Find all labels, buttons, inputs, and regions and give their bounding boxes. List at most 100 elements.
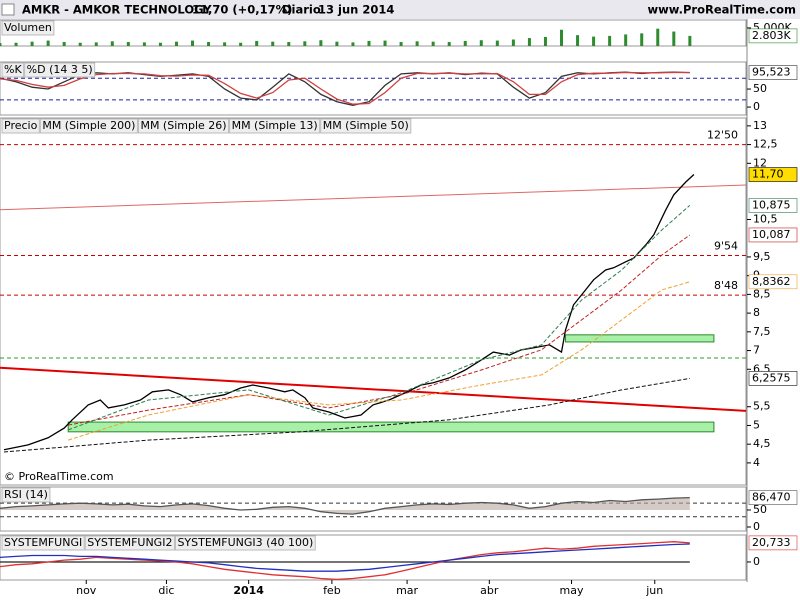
volume-bar — [126, 42, 130, 46]
volume-bar — [479, 40, 483, 46]
last-value-box — [748, 227, 798, 243]
zone — [565, 334, 715, 343]
y-tick-label: 5 — [753, 418, 760, 431]
panel-label: SYSTEMFUNGI — [4, 536, 82, 549]
volume-bar — [592, 36, 596, 46]
last-value-box — [748, 198, 798, 213]
panel-label: Precio — [4, 119, 38, 132]
plot-area — [0, 496, 746, 518]
last-value-box — [748, 274, 798, 290]
period: Diario — [282, 3, 321, 17]
last-value-label: 10,087 — [752, 228, 791, 241]
panel-label-bg — [1, 62, 25, 78]
last-value-label: 10,875 — [752, 198, 791, 211]
header: AMKR - AMKOR TECHNOLOGY 11,70 (+0,17%) D… — [22, 3, 796, 17]
panel-frame — [0, 61, 747, 116]
volume-bar — [640, 33, 644, 46]
panel-label: RSI (14) — [4, 488, 48, 501]
volume-bar — [495, 40, 499, 46]
last-value-label: 6,2575 — [752, 371, 791, 384]
series-line — [3, 174, 695, 451]
y-tick-label: 7,5 — [753, 325, 771, 338]
volume-bar — [367, 40, 371, 46]
volume-bar — [255, 40, 259, 46]
panel-label: MM (Simple 200) — [42, 119, 135, 132]
y-tick-label: 0 — [753, 555, 760, 568]
level-label: 9'54 — [714, 239, 738, 252]
panel-label-bg — [229, 118, 321, 134]
volume-bar — [191, 40, 195, 46]
y-tick-label: 12 — [753, 156, 767, 169]
volume-bar — [415, 41, 419, 46]
volume-bar — [0, 43, 2, 46]
last-value-box — [748, 65, 798, 80]
date: 13 jun 2014 — [318, 3, 394, 17]
volume-bar — [576, 35, 580, 46]
series-line — [3, 377, 690, 453]
x-tick-label: may — [560, 584, 584, 597]
panel-label-bg — [1, 535, 85, 551]
site: www.ProRealTime.com — [647, 3, 796, 17]
volume-bar — [672, 31, 676, 46]
x-tick-label: mar — [396, 584, 418, 597]
volume-bar — [14, 42, 18, 46]
series-line — [0, 71, 690, 105]
panel-label: MM (Simple 26) — [140, 119, 226, 132]
x-tick-label: jun — [645, 584, 663, 597]
plot-area — [0, 28, 692, 46]
y-tick-label: 0 — [753, 100, 760, 113]
x-tick-label: 2014 — [233, 584, 264, 597]
last-value-label: 95,523 — [752, 66, 791, 79]
panel-label-bg — [1, 487, 51, 503]
volume-bar — [543, 36, 547, 46]
x-tick-label: abr — [480, 584, 499, 597]
volume-bar — [527, 38, 531, 46]
panel-label: Volumen — [4, 21, 52, 34]
volume-bar — [303, 41, 307, 46]
plot-area — [0, 71, 746, 106]
volume-bar — [431, 41, 435, 46]
series-line — [0, 541, 690, 580]
y-tick-label: 4 — [753, 456, 760, 469]
volume-bar — [94, 42, 98, 46]
y-tick-label: 50 — [753, 503, 767, 516]
plot-area: 12'50 9'54 8'48 — [0, 129, 746, 453]
volume-bar — [688, 35, 692, 46]
level-label: 8'48 — [714, 279, 738, 292]
volume-bar — [447, 42, 451, 46]
panel-label-bg — [320, 118, 412, 134]
last-value-box — [748, 535, 798, 551]
panel-label: SYSTEMFUNGI3 (40 100) — [177, 536, 313, 549]
last-value-label: 2.803K — [752, 29, 791, 42]
series-line — [0, 543, 690, 572]
y-tick-label: 8,5 — [753, 287, 771, 300]
volume-bar — [62, 42, 66, 46]
volume-bar — [335, 41, 339, 46]
y-tick-label: 10,5 — [753, 212, 778, 225]
volume-bar — [207, 42, 211, 46]
y-tick-label: 8 — [753, 306, 760, 319]
y-tick-label: 12,5 — [753, 138, 778, 151]
x-tick-label: dic — [158, 584, 174, 597]
volume-bar — [351, 42, 355, 46]
area-fill — [0, 497, 690, 515]
y-tick-label: 13 — [753, 119, 767, 132]
zone — [67, 421, 715, 433]
panel-label-bg — [84, 535, 175, 551]
volume-bar — [656, 28, 660, 46]
trendline — [0, 184, 746, 211]
volume-bar — [78, 42, 82, 46]
series-line — [68, 234, 691, 426]
volume-bar — [271, 41, 275, 46]
volume-bar — [142, 42, 146, 46]
volume-bar — [30, 41, 34, 46]
last-value-label: 86,470 — [752, 491, 791, 504]
quote: 11,70 (+0,17%) — [192, 3, 292, 17]
copyright: © ProRealTime.com — [4, 470, 114, 483]
panel-label: %K — [4, 63, 22, 76]
volume-bar — [399, 42, 403, 46]
panel-label: %D (14 3 5) — [27, 63, 93, 76]
panel-label-bg — [39, 118, 138, 134]
volume-bar — [287, 42, 291, 46]
